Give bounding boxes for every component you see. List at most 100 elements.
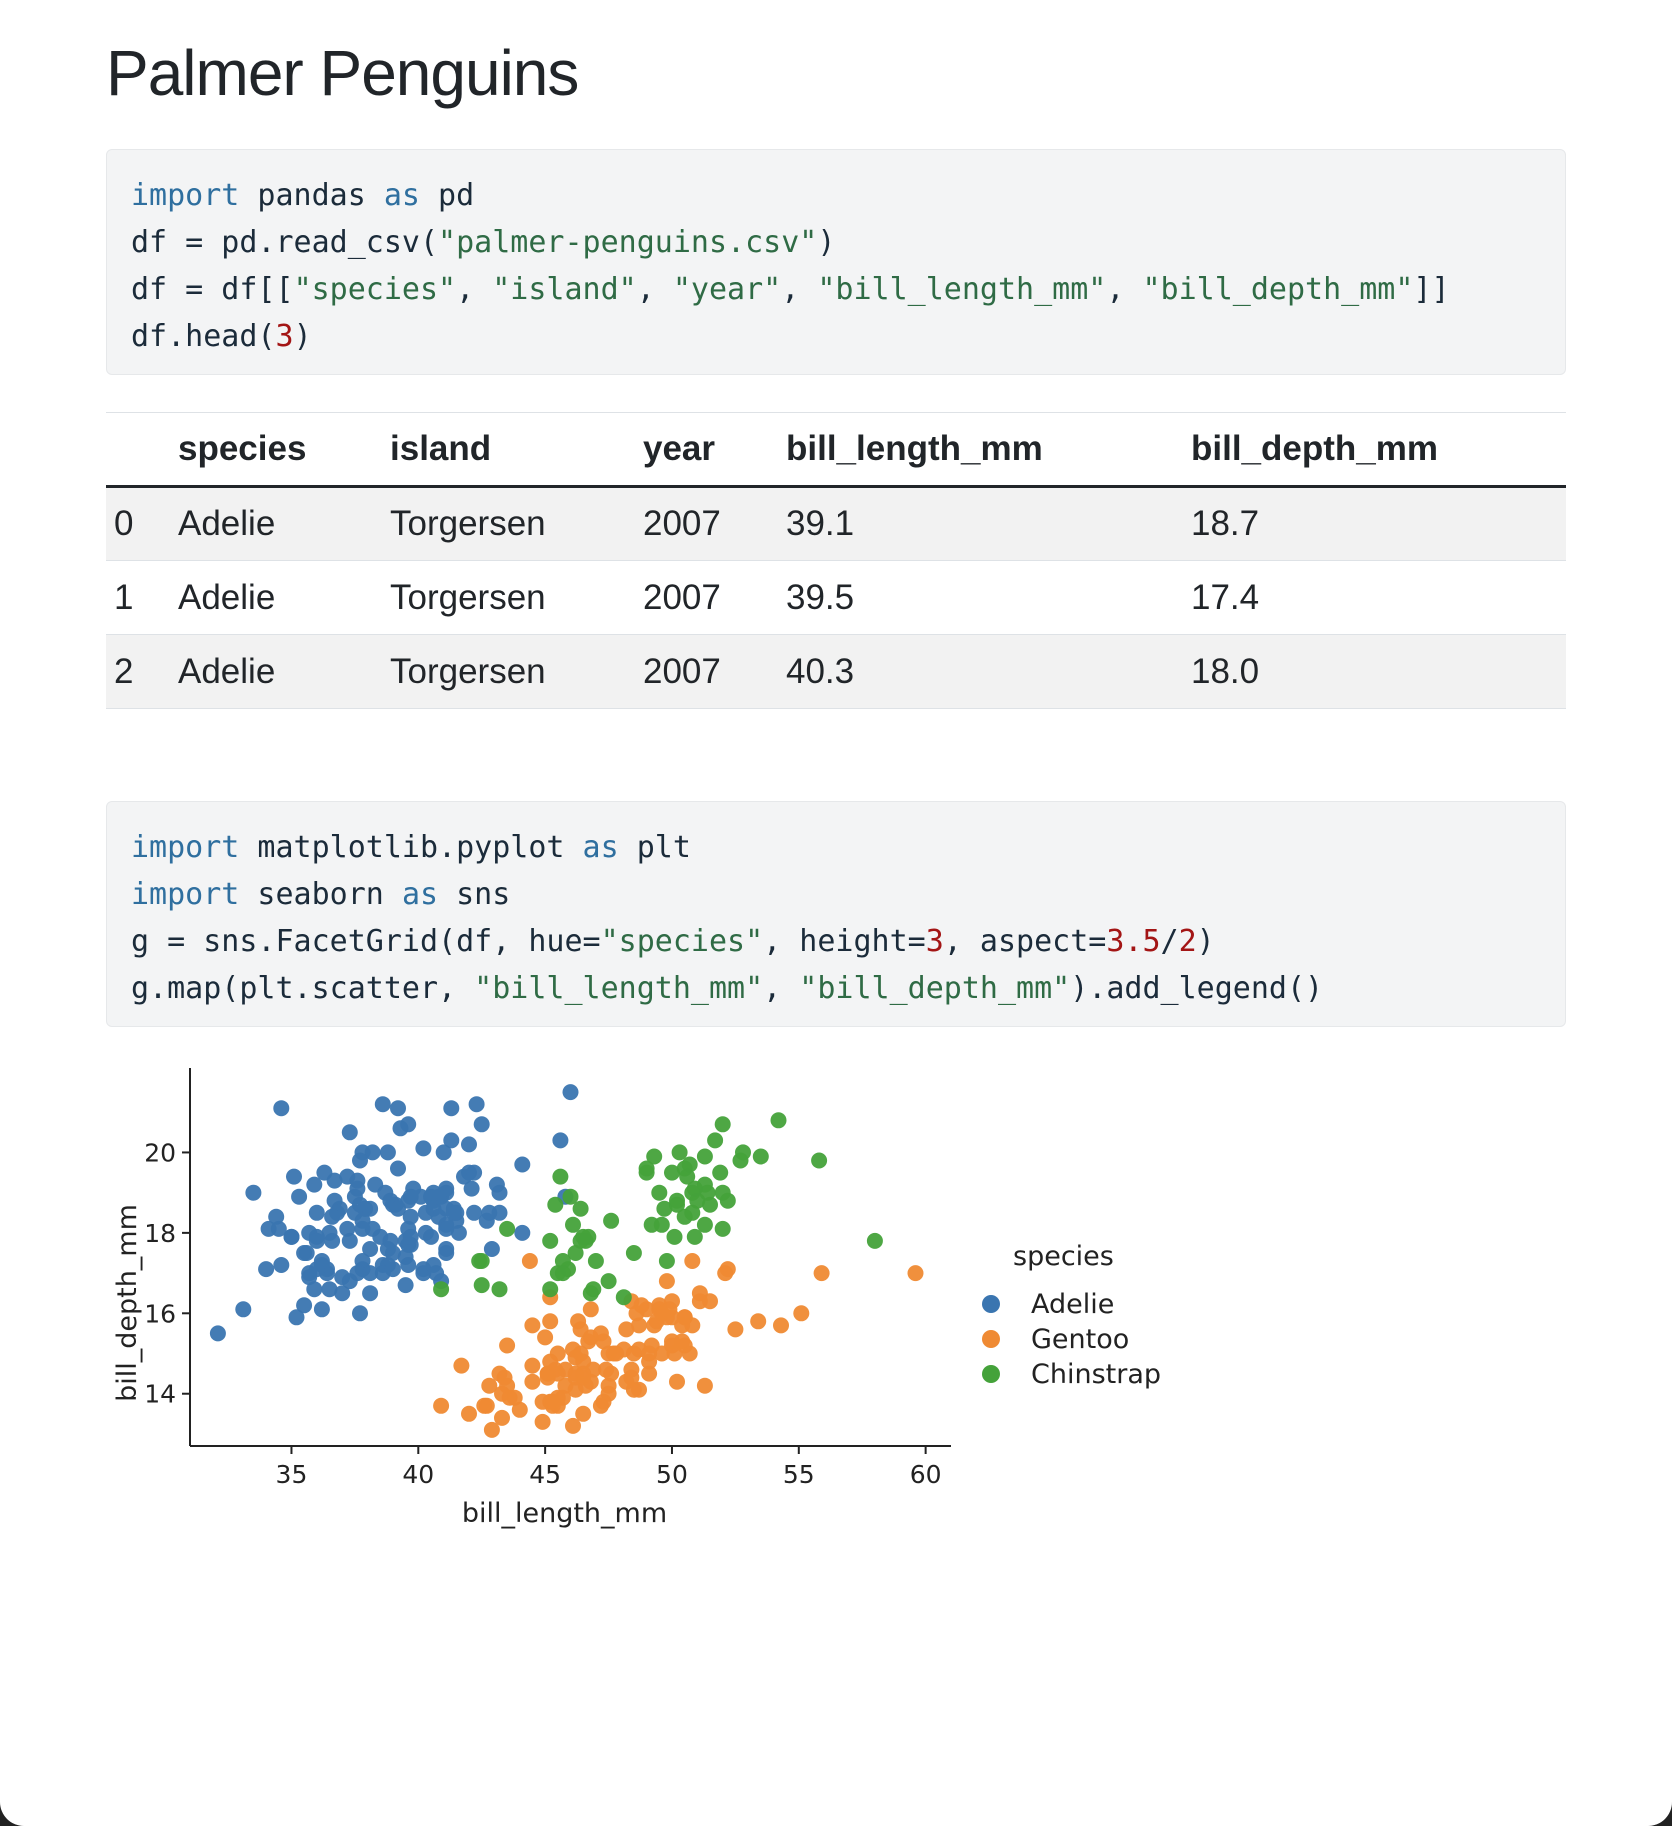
point-adelie [324,1208,341,1225]
point-adelie [415,1140,432,1157]
point-adelie [235,1301,252,1318]
table-row: 1 Adelie Torgersen 2007 39.5 17.4 [106,560,1566,635]
code-cell-1[interactable]: import pandas as pd df = pd.read_csv("pal… [106,149,1566,375]
point-adelie [313,1301,330,1318]
point-adelie [268,1208,285,1225]
point-gentoo [598,1361,614,1378]
point-gentoo [481,1377,498,1394]
code-token: ) [293,319,312,354]
point-adelie [491,1204,508,1221]
cell-year: 2007 [635,560,778,635]
code-token: , [456,272,493,307]
point-chinstrap [752,1148,769,1165]
point-gentoo [633,1297,650,1314]
code-token: as [383,178,420,213]
point-adelie [400,1116,417,1133]
point-chinstrap [714,1220,731,1237]
code-token: , [781,272,818,307]
point-adelie [364,1144,381,1161]
point-adelie [341,1232,358,1249]
point-chinstrap [587,1253,604,1269]
point-adelie [321,1224,338,1241]
legend-label-chinstrap: Chinstrap [1031,1359,1161,1390]
point-adelie [417,1204,434,1221]
point-adelie [478,1212,495,1229]
code-token: matplotlib.pyplot [239,830,583,865]
legend-marker-gentoo [982,1330,1000,1348]
point-adelie [362,1285,379,1302]
point-adelie [308,1232,325,1249]
code-token: import [131,830,240,865]
point-gentoo [549,1365,566,1382]
legend-marker-chinstrap [982,1365,1000,1383]
point-adelie [466,1164,483,1181]
point-chinstrap [696,1216,713,1233]
point-adelie [362,1265,379,1282]
point-gentoo [567,1381,584,1398]
point-chinstrap [638,1160,655,1177]
point-gentoo [661,1301,678,1318]
code-token: pd [420,178,475,213]
point-gentoo [433,1397,450,1414]
code-token: as [582,830,619,865]
legend-items: Adelie Gentoo Chinstrap [982,1289,1161,1390]
point-adelie [461,1136,477,1153]
code-line: import seaborn as sns [131,871,1541,918]
point-adelie [390,1200,406,1217]
table-row: 0 Adelie Torgersen 2007 39.1 18.7 [106,486,1566,561]
point-gentoo [623,1369,640,1386]
code-line: g = sns.FacetGrid(df, hue="species", hei… [131,918,1541,965]
x-tick-label: 40 [402,1460,434,1489]
legend-marker-adelie [982,1295,1000,1313]
point-gentoo [582,1301,599,1318]
code-line: g.map(plt.scatter, "bill_length_mm", "bi… [131,965,1541,1012]
cell-species: Adelie [170,634,382,709]
point-gentoo [494,1409,510,1426]
point-chinstrap [666,1228,683,1245]
code-line: df.head(3) [131,313,1541,360]
point-adelie [321,1281,338,1298]
point-adelie [308,1261,325,1278]
point-gentoo [813,1265,830,1282]
point-gentoo [727,1321,744,1338]
code-line: import pandas as pd [131,172,1541,219]
code-line: df = df[["species", "island", "year", "b… [131,266,1541,313]
column-header-year: year [635,412,778,488]
point-adelie [352,1305,368,1322]
point-adelie [374,1096,391,1113]
code-cell-2[interactable]: import matplotlib.pyplot as plt import se… [106,801,1566,1027]
point-adelie [379,1144,396,1161]
point-adelie [354,1220,371,1237]
code-token: ]] [1413,272,1450,307]
point-chinstrap [651,1184,668,1201]
code-token: "year" [672,272,782,307]
column-header-bill-length: bill_length_mm [778,412,1183,488]
point-adelie [362,1241,379,1257]
code-line: df = pd.read_csv("palmer-penguins.csv") [131,219,1541,266]
cell-year: 2007 [635,634,778,709]
table-header-row: species island year bill_length_mm bill_… [106,412,1566,488]
cell-island: Torgersen [382,486,635,561]
point-adelie [514,1224,531,1241]
point-adelie [258,1261,275,1278]
point-chinstrap [658,1253,675,1269]
point-adelie [209,1325,226,1342]
y-tick-label: 16 [144,1299,176,1328]
point-adelie [402,1208,419,1225]
point-adelie [425,1184,442,1201]
row-index: 0 [106,486,170,561]
point-adelie [339,1168,356,1185]
point-chinstrap [671,1144,688,1161]
point-adelie [423,1228,439,1245]
point-adelie [468,1096,485,1113]
point-adelie [473,1116,490,1133]
point-gentoo [511,1401,528,1418]
point-adelie [352,1152,368,1169]
row-index: 1 [106,560,170,635]
point-gentoo [453,1357,470,1374]
point-chinstrap [600,1273,617,1290]
point-chinstrap [565,1216,581,1233]
point-gentoo [554,1389,571,1406]
point-gentoo [542,1313,559,1330]
point-chinstrap [702,1196,718,1213]
